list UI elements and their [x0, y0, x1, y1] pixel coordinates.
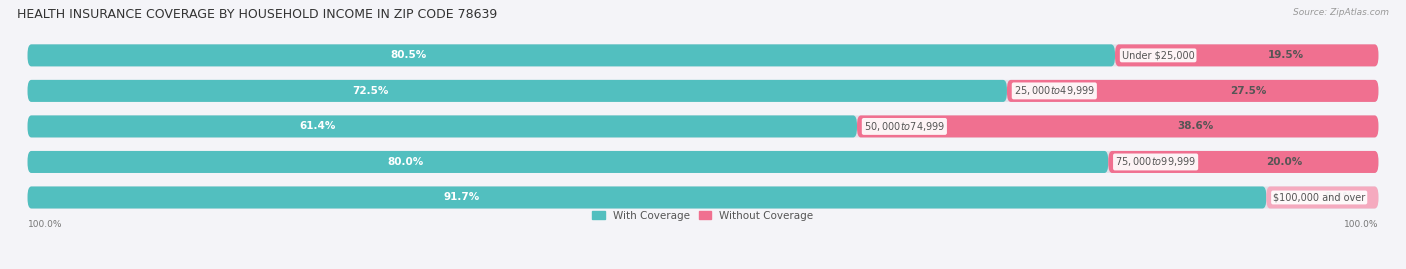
Text: 100.0%: 100.0% — [1344, 220, 1378, 228]
Text: 80.5%: 80.5% — [389, 50, 426, 60]
FancyBboxPatch shape — [28, 186, 1378, 208]
FancyBboxPatch shape — [1108, 151, 1378, 173]
FancyBboxPatch shape — [28, 115, 858, 137]
FancyBboxPatch shape — [28, 151, 1108, 173]
FancyBboxPatch shape — [28, 151, 1378, 173]
Text: Source: ZipAtlas.com: Source: ZipAtlas.com — [1294, 8, 1389, 17]
Text: $75,000 to $99,999: $75,000 to $99,999 — [1115, 155, 1197, 168]
FancyBboxPatch shape — [1007, 80, 1378, 102]
Text: HEALTH INSURANCE COVERAGE BY HOUSEHOLD INCOME IN ZIP CODE 78639: HEALTH INSURANCE COVERAGE BY HOUSEHOLD I… — [17, 8, 498, 21]
FancyBboxPatch shape — [1267, 186, 1378, 208]
Text: $100,000 and over: $100,000 and over — [1272, 193, 1365, 203]
FancyBboxPatch shape — [28, 115, 1378, 137]
FancyBboxPatch shape — [28, 186, 1267, 208]
Text: 38.6%: 38.6% — [1178, 121, 1213, 132]
FancyBboxPatch shape — [28, 44, 1115, 66]
Text: 72.5%: 72.5% — [352, 86, 388, 96]
Text: 61.4%: 61.4% — [299, 121, 336, 132]
Text: 19.5%: 19.5% — [1268, 50, 1305, 60]
Text: 100.0%: 100.0% — [28, 220, 62, 228]
Text: $50,000 to $74,999: $50,000 to $74,999 — [863, 120, 945, 133]
Text: 8.3%: 8.3% — [1324, 193, 1354, 203]
FancyBboxPatch shape — [858, 115, 1378, 137]
Text: 20.0%: 20.0% — [1265, 157, 1302, 167]
FancyBboxPatch shape — [28, 44, 1378, 66]
Text: $25,000 to $49,999: $25,000 to $49,999 — [1014, 84, 1095, 97]
Text: 91.7%: 91.7% — [443, 193, 479, 203]
Legend: With Coverage, Without Coverage: With Coverage, Without Coverage — [588, 206, 818, 225]
FancyBboxPatch shape — [28, 80, 1007, 102]
FancyBboxPatch shape — [28, 80, 1378, 102]
Text: Under $25,000: Under $25,000 — [1122, 50, 1195, 60]
Text: 27.5%: 27.5% — [1230, 86, 1267, 96]
FancyBboxPatch shape — [1115, 44, 1378, 66]
Text: 80.0%: 80.0% — [388, 157, 425, 167]
